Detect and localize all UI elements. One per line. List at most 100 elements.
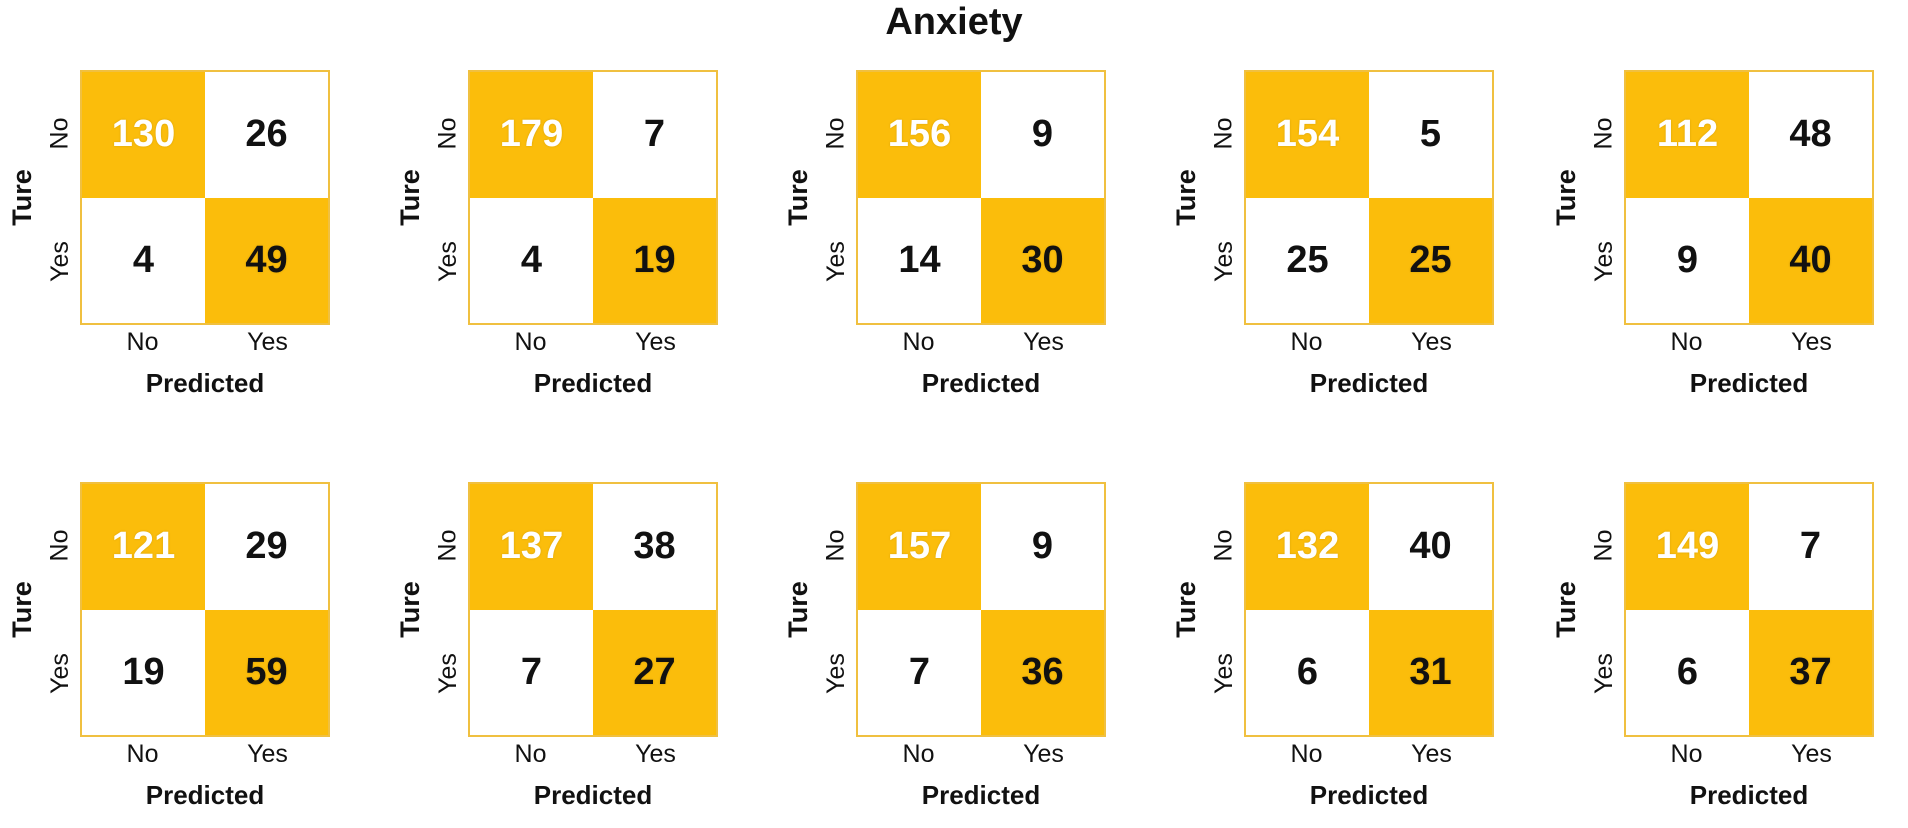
confusion-matrix-1: Ture No Yes 130 26 4 49 No Yes Predicted [7, 70, 330, 410]
x-tick-label: Yes [635, 740, 676, 768]
matrix-grid: 130 26 4 49 [80, 70, 330, 325]
confusion-matrix-8: Ture No Yes 157 9 7 36 No Yes Predicted [783, 482, 1106, 822]
matrix-cell-correct: 31 [1369, 609, 1492, 735]
matrix-cell-correct: 154 [1246, 72, 1369, 198]
y-tick-label: Yes [821, 652, 850, 694]
y-axis-label: Ture [1170, 581, 1201, 638]
matrix-cell-error: 7 [593, 72, 716, 198]
matrix-cell-correct: 40 [1749, 197, 1872, 323]
matrix-cell-error: 26 [205, 72, 328, 198]
y-axis-label: Ture [394, 169, 425, 226]
confusion-matrix-3: Ture No Yes 156 9 14 30 No Yes Predicted [783, 70, 1106, 410]
x-axis-label: Predicted [921, 368, 1041, 398]
x-tick-label: Yes [247, 740, 288, 768]
confusion-matrix-4: Ture No Yes 154 5 25 25 No Yes Predicted [1171, 70, 1494, 410]
matrix-cell-error: 40 [1369, 484, 1492, 610]
matrix-cell-error: 7 [470, 609, 593, 735]
y-tick-label: Yes [45, 240, 74, 282]
x-tick-label: Yes [1023, 328, 1064, 356]
y-tick-label: No [821, 529, 850, 562]
x-axis-label: Predicted [1309, 780, 1429, 810]
x-tick-label: No [1670, 328, 1703, 356]
x-tick-label: Yes [1411, 328, 1452, 356]
y-tick-label: Yes [1209, 652, 1238, 694]
x-axis-label: Predicted [921, 780, 1041, 810]
y-tick-label: No [433, 529, 462, 562]
matrix-cell-correct: 179 [470, 72, 593, 198]
matrix-grid: 121 29 19 59 [80, 482, 330, 737]
matrix-grid: 179 7 4 19 [468, 70, 718, 325]
matrix-cell-correct: 112 [1626, 72, 1749, 198]
matrix-cell-correct: 25 [1369, 197, 1492, 323]
y-axis-label: Ture [1550, 581, 1581, 638]
matrix-cell-correct: 130 [82, 72, 205, 198]
matrix-cell-correct: 27 [593, 609, 716, 735]
matrix-grid: 137 38 7 27 [468, 482, 718, 737]
y-tick-label: Yes [45, 652, 74, 694]
matrix-cell-error: 6 [1246, 609, 1369, 735]
matrix-cell-error: 38 [593, 484, 716, 610]
x-tick-label: No [126, 328, 159, 356]
matrix-cell-error: 5 [1369, 72, 1492, 198]
matrix-cell-error: 29 [205, 484, 328, 610]
y-axis-label: Ture [782, 169, 813, 226]
matrix-cell-error: 48 [1749, 72, 1872, 198]
y-axis-label: Ture [782, 581, 813, 638]
matrix-cell-correct: 156 [858, 72, 981, 198]
y-axis-label: Ture [1550, 169, 1581, 226]
y-axis-label: Ture [6, 581, 37, 638]
matrix-cell-correct: 30 [981, 197, 1104, 323]
matrix-grid: 112 48 9 40 [1624, 70, 1874, 325]
x-tick-label: No [1290, 740, 1323, 768]
x-tick-label: Yes [1791, 328, 1832, 356]
x-tick-label: No [1290, 328, 1323, 356]
matrix-cell-correct: 137 [470, 484, 593, 610]
y-tick-label: No [1209, 117, 1238, 150]
matrix-cell-correct: 37 [1749, 609, 1872, 735]
y-tick-label: No [821, 117, 850, 150]
matrix-cell-correct: 149 [1626, 484, 1749, 610]
confusion-matrix-10: Ture No Yes 149 7 6 37 No Yes Predicted [1551, 482, 1874, 822]
matrix-cell-error: 7 [858, 609, 981, 735]
x-axis-label: Predicted [145, 780, 265, 810]
y-tick-label: No [1589, 529, 1618, 562]
y-tick-label: Yes [433, 240, 462, 282]
confusion-matrix-7: Ture No Yes 137 38 7 27 No Yes Predicted [395, 482, 718, 822]
matrix-cell-correct: 132 [1246, 484, 1369, 610]
x-tick-label: Yes [247, 328, 288, 356]
x-axis-label: Predicted [1689, 368, 1809, 398]
matrix-cell-correct: 36 [981, 609, 1104, 735]
y-tick-label: Yes [1209, 240, 1238, 282]
matrix-cell-error: 9 [1626, 197, 1749, 323]
matrix-cell-error: 19 [82, 609, 205, 735]
matrix-cell-correct: 49 [205, 197, 328, 323]
confusion-matrix-9: Ture No Yes 132 40 6 31 No Yes Predicted [1171, 482, 1494, 822]
y-tick-label: No [45, 117, 74, 150]
x-axis-label: Predicted [145, 368, 265, 398]
x-axis-label: Predicted [533, 368, 653, 398]
x-axis-label: Predicted [1689, 780, 1809, 810]
y-tick-label: Yes [1589, 652, 1618, 694]
x-tick-label: Yes [635, 328, 676, 356]
x-tick-label: No [514, 328, 547, 356]
matrix-cell-error: 4 [470, 197, 593, 323]
figure-title: Anxiety [885, 1, 1023, 43]
y-tick-label: No [45, 529, 74, 562]
x-tick-label: No [126, 740, 159, 768]
x-tick-label: Yes [1023, 740, 1064, 768]
x-tick-label: Yes [1411, 740, 1452, 768]
matrix-cell-correct: 121 [82, 484, 205, 610]
y-axis-label: Ture [1170, 169, 1201, 226]
y-axis-label: Ture [6, 169, 37, 226]
matrix-cell-error: 25 [1246, 197, 1369, 323]
x-tick-label: No [1670, 740, 1703, 768]
confusion-matrix-6: Ture No Yes 121 29 19 59 No Yes Predicted [7, 482, 330, 822]
confusion-matrix-2: Ture No Yes 179 7 4 19 No Yes Predicted [395, 70, 718, 410]
matrix-cell-error: 4 [82, 197, 205, 323]
y-tick-label: Yes [821, 240, 850, 282]
x-axis-label: Predicted [1309, 368, 1429, 398]
matrix-cell-error: 9 [981, 72, 1104, 198]
matrix-grid: 157 9 7 36 [856, 482, 1106, 737]
y-tick-label: Yes [1589, 240, 1618, 282]
matrix-cell-error: 7 [1749, 484, 1872, 610]
